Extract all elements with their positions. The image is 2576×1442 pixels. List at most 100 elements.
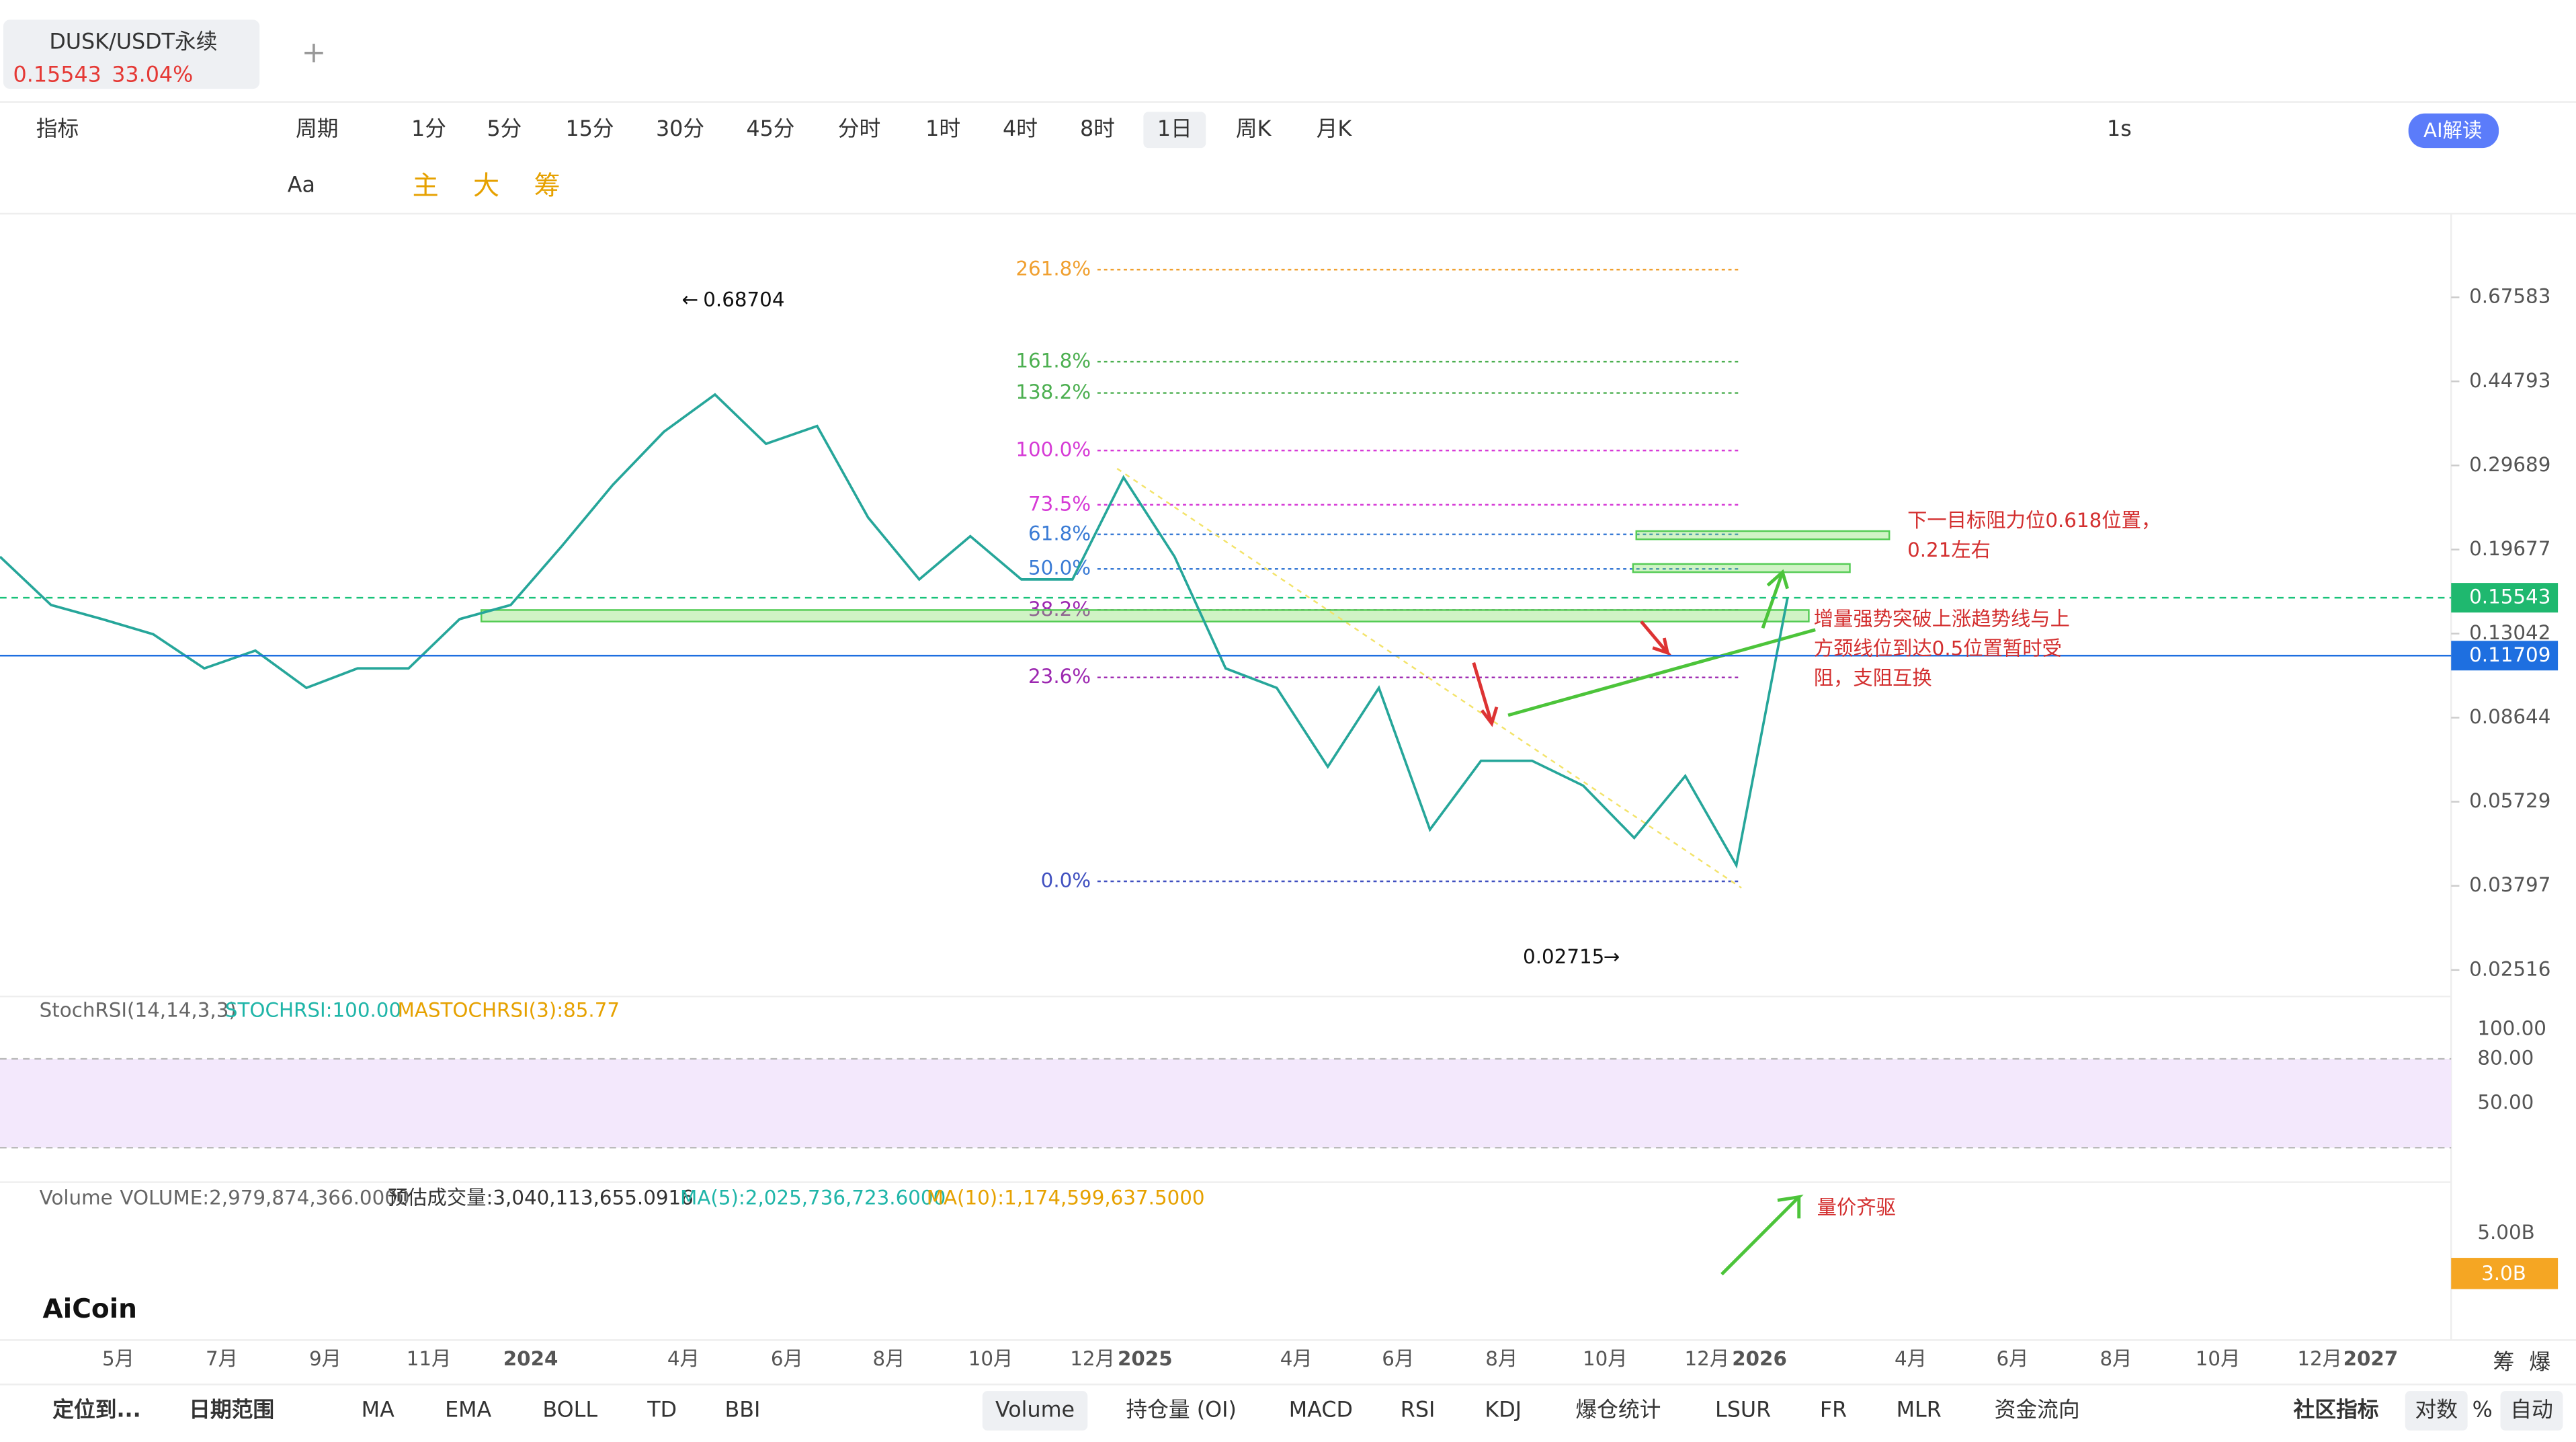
interval[interactable]: 45分 bbox=[746, 117, 794, 141]
interval[interactable]: 周K bbox=[1236, 117, 1272, 141]
main-indicator[interactable]: MA bbox=[362, 1398, 394, 1423]
fib-label: 61.8% bbox=[1028, 522, 1091, 545]
x-tick-label: 7月 bbox=[206, 1347, 238, 1370]
sub-indicator[interactable]: 资金流向 bbox=[1995, 1398, 2080, 1423]
chip[interactable]: 主 bbox=[413, 171, 439, 201]
sub-indicator[interactable]: FR bbox=[1820, 1398, 1847, 1423]
interval[interactable]: 月K bbox=[1317, 117, 1353, 141]
x-tick-label: 4月 bbox=[667, 1347, 700, 1370]
volume-ma5: MA(5):2,025,736,723.6000 bbox=[680, 1187, 946, 1209]
fib-label: 261.8% bbox=[1015, 257, 1091, 280]
stoch-tick: 100.00 bbox=[2477, 1017, 2546, 1040]
zone bbox=[481, 609, 1810, 623]
arrow bbox=[1472, 662, 1499, 727]
locate[interactable]: 定位到... bbox=[52, 1398, 140, 1423]
y-tick-label: 0.29689 bbox=[2469, 453, 2550, 476]
interval-active bbox=[1143, 112, 1206, 149]
stoch-band bbox=[0, 1059, 2452, 1148]
stoch-d: MASTOCHRSI(3):85.77 bbox=[398, 999, 620, 1022]
interval[interactable]: 5分 bbox=[487, 117, 522, 141]
interval[interactable]: 8时 bbox=[1080, 117, 1115, 141]
trend bbox=[1116, 468, 1742, 889]
fib-label: 23.6% bbox=[1028, 665, 1091, 688]
sub-indicator[interactable]: Volume bbox=[995, 1398, 1075, 1423]
text-tool[interactable]: Aa bbox=[288, 173, 315, 197]
stoch-tick: 50.00 bbox=[2477, 1091, 2534, 1114]
volume-current-box bbox=[2451, 1258, 2559, 1289]
main-indicator[interactable]: EMA bbox=[445, 1398, 491, 1423]
interval[interactable]: 4时 bbox=[1003, 117, 1038, 141]
price-box bbox=[2451, 641, 2559, 671]
sub-indicator[interactable]: 持仓量 (OI) bbox=[1126, 1398, 1237, 1423]
log-toggle-bg bbox=[2405, 1391, 2468, 1431]
volume-tick: 5.00B bbox=[2477, 1221, 2534, 1244]
fib-label: 73.5% bbox=[1028, 492, 1091, 515]
annotation: 方颈线位到达0.5位置暂时受 bbox=[1814, 637, 2062, 660]
x-tick-label: 4月 bbox=[1280, 1347, 1313, 1370]
sub-active bbox=[982, 1391, 1088, 1431]
community[interactable]: 社区指标 bbox=[2294, 1398, 2379, 1423]
auto-toggle[interactable]: 自动 bbox=[2510, 1398, 2553, 1423]
y-tick-label: 0.13042 bbox=[2469, 621, 2550, 644]
chip[interactable]: 大 bbox=[473, 171, 499, 201]
main-indicator[interactable]: BOLL bbox=[542, 1398, 597, 1423]
refresh[interactable]: 1s bbox=[2107, 117, 2132, 141]
pct-toggle[interactable]: % bbox=[2473, 1398, 2493, 1423]
interval[interactable]: 15分 bbox=[565, 117, 614, 141]
trend bbox=[1507, 628, 1816, 717]
x-tick-label: 4月 bbox=[1895, 1347, 1927, 1370]
interval[interactable]: 分时 bbox=[838, 117, 881, 141]
price-box bbox=[2451, 583, 2559, 613]
x-tick-label: 6月 bbox=[1382, 1347, 1414, 1370]
stoch-tick: 80.00 bbox=[2477, 1047, 2534, 1070]
interval[interactable]: 1时 bbox=[925, 117, 960, 141]
y-tick-label: 0.44793 bbox=[2469, 369, 2550, 392]
volume-value: VOLUME:2,979,874,366.0000 bbox=[120, 1187, 409, 1209]
sub-indicator[interactable]: MACD bbox=[1289, 1398, 1353, 1423]
y-tick-label: 0.08644 bbox=[2469, 705, 2550, 728]
main-indicator[interactable]: TD bbox=[647, 1398, 677, 1423]
fib-label: 138.2% bbox=[1015, 380, 1091, 403]
sub-indicator[interactable]: 爆仓统计 bbox=[1575, 1398, 1661, 1423]
annotation: 量价齐驱 bbox=[1817, 1196, 1896, 1219]
annotation: 阻，支阻互换 bbox=[1814, 667, 1932, 690]
interval[interactable]: 1日 bbox=[1157, 117, 1192, 141]
x-tick-label: 10月 bbox=[968, 1347, 1013, 1370]
interval[interactable]: 1分 bbox=[411, 117, 446, 141]
y-tick-label: 0.03797 bbox=[2469, 873, 2550, 896]
sub-indicator[interactable]: RSI bbox=[1401, 1398, 1436, 1423]
high-label: 0.68704 bbox=[703, 288, 784, 311]
add-tab[interactable]: + bbox=[301, 36, 326, 70]
volume-estimate: 预估成交量:3,040,113,655.0916 bbox=[388, 1187, 694, 1209]
log-toggle[interactable]: 对数 bbox=[2415, 1398, 2458, 1423]
chip[interactable]: 筹 bbox=[534, 171, 560, 201]
sub-indicator[interactable]: MLR bbox=[1897, 1398, 1942, 1423]
x-tick-label: 6月 bbox=[771, 1347, 803, 1370]
symbol-tab[interactable] bbox=[3, 19, 260, 89]
annotation: 0.21左右 bbox=[1907, 538, 1991, 561]
arrow bbox=[1761, 569, 1789, 629]
low-label: 0.02715 bbox=[1523, 945, 1604, 968]
main-indicator[interactable]: BBI bbox=[724, 1398, 760, 1423]
period-button[interactable]: 周期 bbox=[296, 117, 339, 141]
date-range[interactable]: 日期范围 bbox=[189, 1398, 274, 1423]
side-label: 爆 bbox=[2529, 1351, 2550, 1375]
indicator-button[interactable]: 指标 bbox=[36, 117, 79, 141]
x-tick-label: 2027 bbox=[2343, 1347, 2399, 1370]
volume-name: Volume bbox=[40, 1187, 113, 1209]
fib-label: 100.0% bbox=[1015, 438, 1091, 461]
price-box-label: 0.11709 bbox=[2469, 643, 2550, 666]
ai-button[interactable] bbox=[2408, 113, 2499, 149]
x-tick-label: 2024 bbox=[503, 1347, 558, 1370]
sub-indicator[interactable]: KDJ bbox=[1485, 1398, 1522, 1423]
symbol: DUSK/USDT永续 bbox=[49, 30, 217, 54]
x-tick-label: 5月 bbox=[102, 1347, 134, 1370]
y-tick-label: 0.02516 bbox=[2469, 957, 2550, 980]
logo: AiCoin bbox=[43, 1294, 137, 1324]
interval[interactable]: 30分 bbox=[656, 117, 704, 141]
x-tick-label: 8月 bbox=[1485, 1347, 1518, 1370]
fib-label: 161.8% bbox=[1015, 350, 1091, 372]
sub-indicator[interactable]: LSUR bbox=[1715, 1398, 1771, 1423]
arrow bbox=[1640, 620, 1673, 657]
